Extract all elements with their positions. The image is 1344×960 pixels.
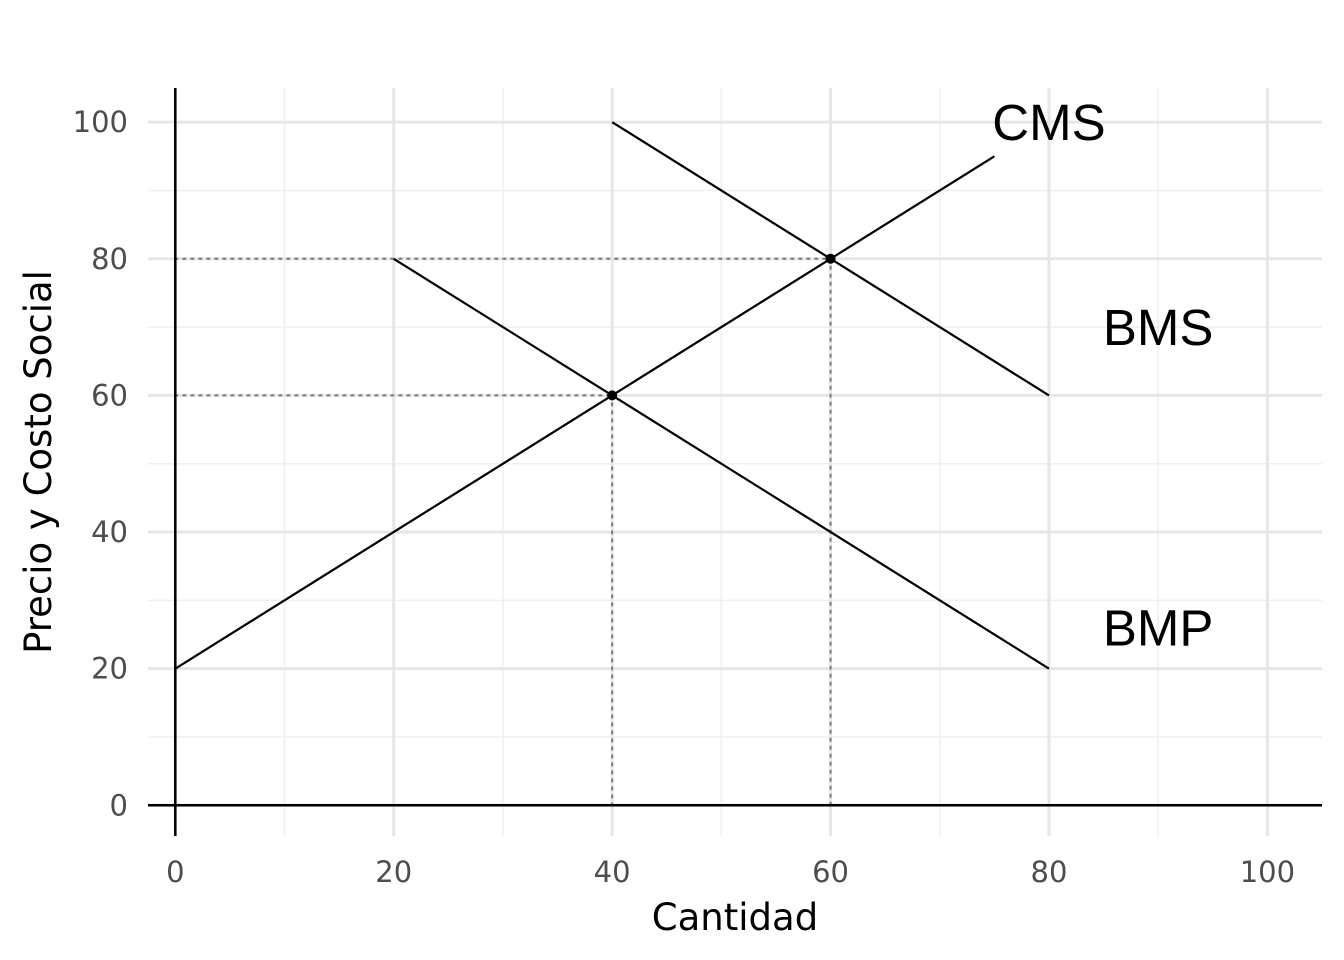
x-tick-label-20: 20 xyxy=(375,855,412,889)
x-axis-title: Cantidad xyxy=(652,896,818,939)
axes xyxy=(148,88,1322,836)
equilibrium-point-1 xyxy=(607,390,618,401)
curve-bmp xyxy=(393,257,1050,670)
y-tick-label-0: 0 xyxy=(110,788,128,822)
x-tick-label-60: 60 xyxy=(812,855,849,889)
y-tick-label-100: 100 xyxy=(73,105,128,139)
x-tick-label-100: 100 xyxy=(1240,855,1295,889)
y-tick-label-40: 40 xyxy=(91,515,128,549)
x-tick-label-80: 80 xyxy=(1031,855,1068,889)
equilibrium-points xyxy=(607,253,836,401)
curve-label-bmp: BMP xyxy=(1103,600,1214,657)
y-axis-title: Precio y Costo Social xyxy=(17,270,60,654)
curve-labels: CMS BMS BMP xyxy=(992,94,1213,656)
equilibrium-point-2 xyxy=(825,253,836,264)
x-tick-label-40: 40 xyxy=(594,855,631,889)
curve-label-bms: BMS xyxy=(1103,299,1214,356)
x-tick-label-0: 0 xyxy=(166,855,184,889)
curve-label-cms: CMS xyxy=(992,94,1105,151)
y-tick-label-20: 20 xyxy=(91,652,128,686)
y-tick-label-60: 60 xyxy=(91,378,128,412)
curve-cms xyxy=(174,155,995,670)
y-tick-label-80: 80 xyxy=(91,242,128,276)
tick-labels: 0 20 40 60 80 100 0 20 40 60 80 100 xyxy=(73,105,1295,889)
